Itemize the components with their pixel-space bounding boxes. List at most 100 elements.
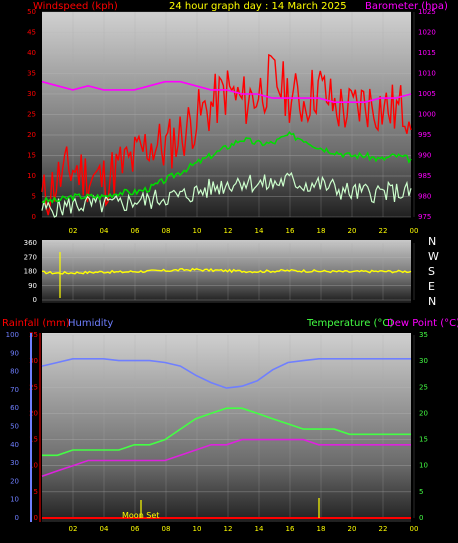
humidity-tick-label: 100 — [6, 331, 19, 339]
temperature-line — [42, 407, 411, 457]
temp-x-tick-label: 08 — [162, 525, 171, 533]
wind-x-tick-label: 12 — [224, 227, 233, 235]
temperature-tick-label: 15 — [419, 436, 428, 444]
humidity-tick-label: 30 — [10, 459, 19, 467]
wind-tick-label: 10 — [27, 172, 36, 180]
wind-tick-label: 40 — [27, 49, 36, 57]
windspeed-line — [41, 53, 412, 216]
series-lines — [41, 53, 412, 519]
wind-x-tick-label: 04 — [100, 227, 109, 235]
temp-x-tick-label: 18 — [317, 525, 326, 533]
temp-x-tick-label: 02 — [69, 525, 78, 533]
barometer-tick-label: 990 — [418, 152, 431, 160]
humidity-tick-label: 0 — [15, 514, 19, 522]
rain-tick-label: 10 — [29, 462, 38, 470]
dewpoint-line — [41, 438, 411, 477]
wind-tick-label: 30 — [27, 90, 36, 98]
wind-tick-label: 35 — [27, 70, 36, 78]
wind-x-tick-label: 18 — [317, 227, 326, 235]
barometer-tick-label: 1005 — [418, 90, 436, 98]
wind-x-tick-label: 16 — [286, 227, 295, 235]
barometer-tick-label: 1020 — [418, 29, 436, 37]
barometer-tick-label: 1000 — [418, 111, 436, 119]
barometer-tick-label: 980 — [418, 193, 431, 201]
tick-labels: 0510152025303540455097598098599099510001… — [6, 8, 436, 533]
compass-label: N — [428, 235, 436, 248]
humidity-legend: Humidity — [68, 318, 113, 329]
barometer-tick-label: 975 — [418, 213, 431, 221]
direction-tick-label: 180 — [24, 268, 37, 276]
wind-tick-label: 45 — [27, 29, 36, 37]
humidity-tick-label: 90 — [10, 349, 19, 357]
wind-tick-label: 5 — [32, 193, 36, 201]
rain-tick-label: 25 — [29, 383, 38, 391]
humidity-tick-label: 60 — [10, 404, 19, 412]
humidity-tick-label: 80 — [10, 368, 19, 376]
temp-x-tick-label: 14 — [255, 525, 264, 533]
temp-x-tick-label: 16 — [286, 525, 295, 533]
temp-x-tick-label: 04 — [100, 525, 109, 533]
wind-x-tick-label: 06 — [131, 227, 140, 235]
temp-x-tick-label: 12 — [224, 525, 233, 533]
rain-tick-label: 5 — [34, 488, 38, 496]
barometer-line — [41, 80, 412, 103]
compass-label: N — [428, 295, 436, 308]
temp-x-tick-label: 22 — [379, 525, 388, 533]
rain-tick-label: 15 — [29, 436, 38, 444]
rain-tick-label: 20 — [29, 409, 38, 417]
barometer-tick-label: 995 — [418, 131, 431, 139]
wind-light-green-line — [41, 171, 412, 218]
dewpoint-legend: Dew Point (°C) — [387, 318, 458, 329]
humidity-tick-label: 10 — [10, 496, 19, 504]
wind-x-tick-label: 20 — [348, 227, 357, 235]
moon-set-annotation: Moon Set — [122, 511, 159, 520]
rain-tick-label: 0 — [34, 514, 38, 522]
temp-x-tick-label: 00 — [410, 525, 419, 533]
barometer-tick-label: 1025 — [418, 8, 436, 16]
direction-tick-label: 270 — [24, 253, 37, 261]
rain-tick-label: 35 — [29, 331, 38, 339]
compass-label: E — [428, 280, 435, 293]
humidity-tick-label: 70 — [10, 386, 19, 394]
temperature-tick-label: 5 — [419, 488, 423, 496]
direction-tick-label: 90 — [28, 282, 37, 290]
barometer-axis-label: Barometer (hpa) — [365, 1, 448, 12]
temperature-tick-label: 10 — [419, 462, 428, 470]
compass-label: W — [428, 250, 439, 263]
temperature-tick-label: 25 — [419, 383, 428, 391]
temperature-legend: Temperature (°C) — [306, 318, 393, 329]
rain-tick-label: 30 — [29, 357, 38, 365]
wind-direction-line — [42, 267, 412, 275]
wind-x-tick-label: 14 — [255, 227, 264, 235]
temperature-tick-label: 0 — [419, 514, 423, 522]
humidity-tick-label: 40 — [10, 441, 19, 449]
rainfall-legend: Rainfall (mm) — [2, 318, 70, 329]
direction-tick-label: 0 — [33, 296, 37, 304]
wind-axis-label: Windspeed (kph) — [33, 1, 118, 12]
wind-x-tick-label: 22 — [379, 227, 388, 235]
wind-tick-label: 25 — [27, 111, 36, 119]
wind-x-tick-label: 00 — [410, 227, 419, 235]
wind-tick-label: 20 — [27, 131, 36, 139]
compass-label: S — [428, 265, 435, 278]
humidity-tick-label: 50 — [10, 423, 19, 431]
temp-x-tick-label: 10 — [193, 525, 202, 533]
chart-title: 24 hour graph day : 14 March 2025 — [169, 1, 347, 12]
wind-green-line — [41, 130, 412, 204]
wind-tick-label: 0 — [32, 213, 36, 221]
wind-tick-label: 50 — [27, 8, 36, 16]
humidity-line — [41, 357, 411, 389]
wind-tick-label: 15 — [27, 152, 36, 160]
wind-x-tick-label: 08 — [162, 227, 171, 235]
temp-x-tick-label: 20 — [348, 525, 357, 533]
temperature-tick-label: 20 — [419, 409, 428, 417]
wind-x-tick-label: 02 — [69, 227, 78, 235]
gridlines — [42, 11, 415, 519]
wind-x-tick-label: 10 — [193, 227, 202, 235]
barometer-tick-label: 1010 — [418, 70, 436, 78]
temperature-tick-label: 30 — [419, 357, 428, 365]
temp-x-tick-label: 06 — [131, 525, 140, 533]
direction-tick-label: 360 — [24, 239, 37, 247]
humidity-tick-label: 20 — [10, 477, 19, 485]
